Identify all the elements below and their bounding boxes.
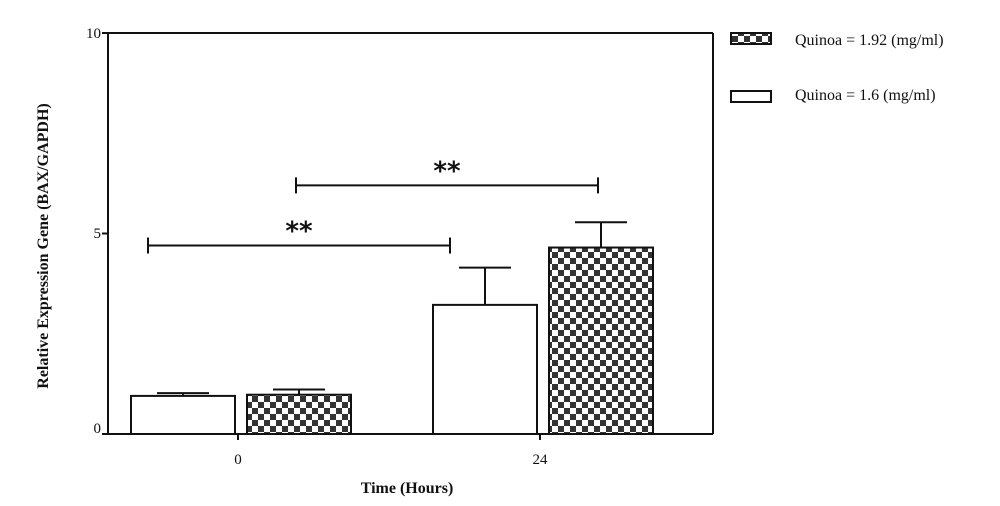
- bar: [130, 394, 236, 435]
- y-tick-label: 10: [86, 26, 101, 42]
- x-tick-label: 24: [533, 452, 549, 468]
- axes-layer: 0 5 10 0 24 Time (Hours) Relative Expres…: [35, 26, 548, 497]
- significance-label: **: [285, 217, 313, 247]
- significance-label: **: [433, 156, 461, 186]
- bar: [246, 393, 352, 435]
- x-axis-title: Time (Hours): [361, 480, 454, 497]
- y-tick-label: 5: [94, 226, 102, 242]
- legend-label: Quinoa = 1.6 (mg/ml): [795, 87, 936, 104]
- legend-swatch-plain: [730, 90, 772, 103]
- x-tick-label: 0: [234, 452, 242, 468]
- bar: [548, 246, 654, 435]
- legend: Quinoa = 1.92 (mg/ml) Quinoa = 1.6 (mg/m…: [730, 32, 944, 104]
- legend-swatch-checkered: [730, 32, 772, 45]
- bars-layer: [130, 246, 654, 435]
- error-bars-layer: [157, 221, 627, 396]
- legend-label: Quinoa = 1.92 (mg/ml): [795, 32, 944, 49]
- bar: [432, 303, 538, 435]
- significance-annotations: ** **: [147, 156, 599, 254]
- y-axis-title: Relative Expression Gene (BAX/GAPDH): [35, 103, 52, 388]
- y-tick-label: 0: [94, 421, 102, 437]
